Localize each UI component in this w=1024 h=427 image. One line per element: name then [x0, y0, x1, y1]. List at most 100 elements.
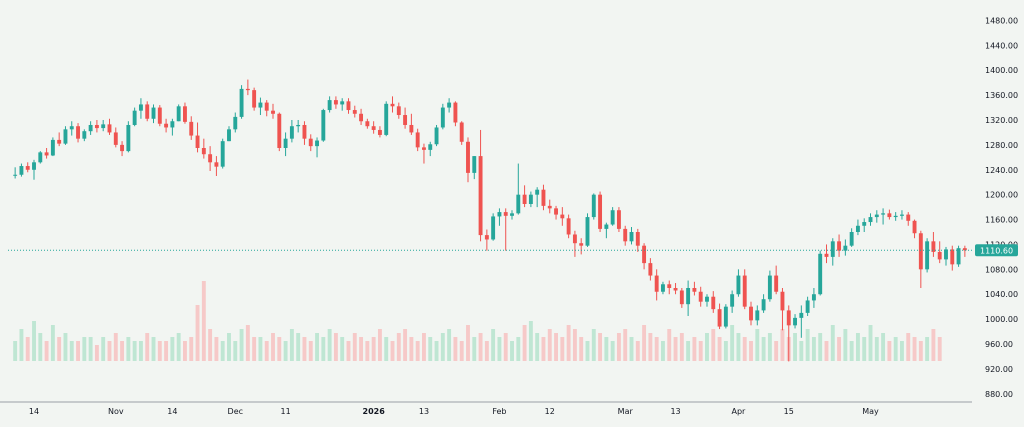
candle-body — [629, 232, 634, 242]
volume-bar — [132, 341, 137, 361]
candle-body — [315, 140, 319, 147]
candle-body — [327, 100, 332, 111]
volume-bar — [811, 337, 816, 361]
candle-body — [245, 88, 250, 91]
candle-body — [497, 212, 502, 217]
candle-body — [422, 147, 426, 150]
volume-bar — [686, 341, 691, 361]
volume-bar — [428, 337, 433, 361]
volume-bar — [76, 341, 80, 361]
candle-body — [384, 103, 389, 135]
volume-bar — [377, 329, 382, 361]
volume-bar — [296, 333, 301, 361]
time-axis[interactable]: 14 Nov 14 Dec 11 2026 13 Feb 12 Mar 13 Apr 15 May — [0, 401, 972, 416]
y-tick-label: 1280.00 — [985, 141, 1018, 150]
candle-body — [635, 232, 640, 246]
volume-bar — [497, 337, 502, 361]
volume-bar — [409, 337, 414, 361]
candle — [711, 291, 716, 313]
volume-bar — [302, 337, 307, 361]
y-tick-label: 1080.00 — [985, 265, 1018, 274]
candle-body — [944, 249, 948, 260]
candle-body — [170, 121, 175, 128]
candle-body — [510, 213, 514, 216]
candle-body — [302, 124, 307, 139]
x-tick-label: Mar — [618, 407, 634, 416]
candle — [239, 85, 244, 119]
candle-body — [730, 294, 735, 307]
volume-bar — [264, 341, 269, 361]
candle-body — [132, 110, 137, 125]
candle-body — [220, 141, 225, 167]
candle-body — [686, 288, 691, 305]
volume-bar — [679, 333, 684, 361]
candle — [893, 212, 898, 221]
volume-bar — [145, 333, 150, 361]
candle-body — [616, 210, 621, 229]
candle-body — [698, 291, 703, 302]
candle — [157, 105, 162, 127]
candle-body — [962, 248, 967, 251]
volume-bar — [472, 337, 477, 361]
candle-body — [956, 248, 961, 265]
x-tick-label: 11 — [280, 407, 290, 416]
candle-body — [428, 144, 433, 150]
candle — [371, 121, 376, 134]
candle — [44, 148, 49, 159]
volume-bar — [723, 341, 728, 361]
candle — [572, 230, 577, 257]
candle-body — [786, 310, 791, 326]
candle-body — [610, 210, 615, 225]
candle — [409, 113, 414, 135]
candle-body — [535, 189, 540, 195]
candle — [289, 120, 294, 143]
y-tick-label: 1160.00 — [985, 216, 1018, 225]
volume-bar — [654, 337, 659, 361]
candle-body — [271, 110, 275, 114]
volume-bar — [277, 337, 282, 361]
candle — [799, 305, 804, 338]
candle — [195, 122, 200, 153]
candle — [132, 107, 137, 127]
candle-body — [352, 110, 357, 114]
volume-bar — [359, 337, 364, 361]
candle — [208, 146, 213, 172]
candle — [151, 104, 156, 124]
x-tick-label: Feb — [492, 407, 506, 416]
volume-bar — [201, 281, 206, 361]
volume-bar — [925, 337, 930, 361]
candle-body — [579, 243, 584, 246]
candle — [805, 296, 810, 316]
volume-bar — [824, 341, 829, 361]
candle-body — [176, 106, 181, 122]
candle-body — [560, 214, 565, 219]
volume-bar — [384, 337, 389, 361]
candle — [843, 239, 848, 256]
candle-body — [503, 212, 508, 216]
volume-bar — [522, 325, 527, 361]
candle-body — [107, 124, 112, 133]
candle — [264, 100, 269, 117]
candle — [101, 120, 106, 132]
volume-bar — [673, 337, 678, 361]
candle — [340, 98, 345, 111]
candle — [862, 218, 867, 232]
candle — [547, 199, 552, 214]
candle-body — [811, 294, 816, 301]
volume-bar — [648, 333, 653, 361]
volume-bar — [799, 341, 804, 361]
candle-body — [900, 214, 904, 216]
candle-body — [855, 225, 860, 232]
candle — [912, 219, 917, 239]
candle — [648, 258, 653, 281]
volume-bar — [340, 337, 345, 361]
volume-bar — [862, 337, 867, 361]
candle — [818, 250, 823, 296]
candle — [308, 134, 313, 152]
volume-bar — [283, 341, 288, 361]
candle — [780, 288, 785, 331]
candle-body — [547, 205, 552, 209]
volume-bar — [157, 341, 162, 361]
